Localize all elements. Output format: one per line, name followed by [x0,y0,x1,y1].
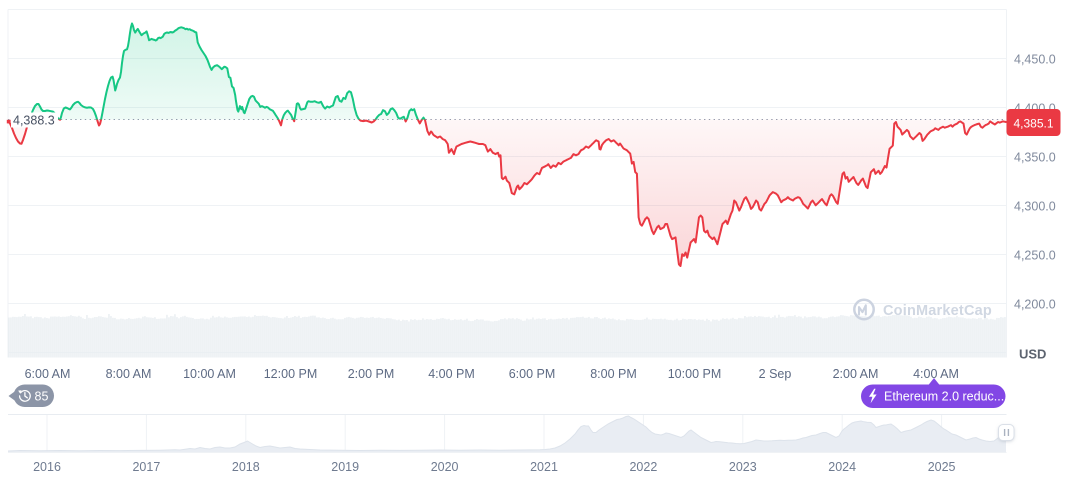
svg-text:2024: 2024 [828,460,856,474]
svg-text:2023: 2023 [729,460,757,474]
svg-text:8:00 AM: 8:00 AM [106,367,152,381]
svg-text:4,385.1: 4,385.1 [1013,116,1053,130]
svg-text:2022: 2022 [629,460,657,474]
svg-text:2:00 AM: 2:00 AM [833,367,879,381]
svg-text:USD: USD [1019,347,1046,362]
svg-text:2017: 2017 [132,460,160,474]
svg-text:2018: 2018 [232,460,260,474]
svg-text:CoinMarketCap: CoinMarketCap [883,303,992,319]
svg-text:4,350.0: 4,350.0 [1014,150,1056,164]
svg-text:2:00 PM: 2:00 PM [348,367,395,381]
svg-text:10:00 PM: 10:00 PM [668,367,722,381]
svg-text:2 Sep: 2 Sep [759,367,792,381]
svg-text:4,450.0: 4,450.0 [1014,52,1056,66]
svg-text:Ethereum 2.0 reduc...: Ethereum 2.0 reduc... [884,390,1004,404]
svg-text:12:00 PM: 12:00 PM [264,367,318,381]
svg-text:4,250.0: 4,250.0 [1014,248,1056,262]
svg-text:6:00 AM: 6:00 AM [25,367,71,381]
svg-text:6:00 PM: 6:00 PM [509,367,556,381]
svg-text:4,388.3: 4,388.3 [13,114,55,128]
svg-text:4:00 AM: 4:00 AM [913,367,959,381]
svg-text:2016: 2016 [33,460,61,474]
svg-text:4,300.0: 4,300.0 [1014,199,1056,213]
svg-text:10:00 AM: 10:00 AM [183,367,236,381]
svg-text:85: 85 [35,390,49,404]
svg-text:2019: 2019 [331,460,359,474]
svg-text:4,200.0: 4,200.0 [1014,297,1056,311]
svg-text:2020: 2020 [431,460,459,474]
svg-text:4:00 PM: 4:00 PM [428,367,475,381]
svg-text:8:00 PM: 8:00 PM [590,367,637,381]
svg-text:2025: 2025 [928,460,956,474]
svg-text:2021: 2021 [530,460,558,474]
